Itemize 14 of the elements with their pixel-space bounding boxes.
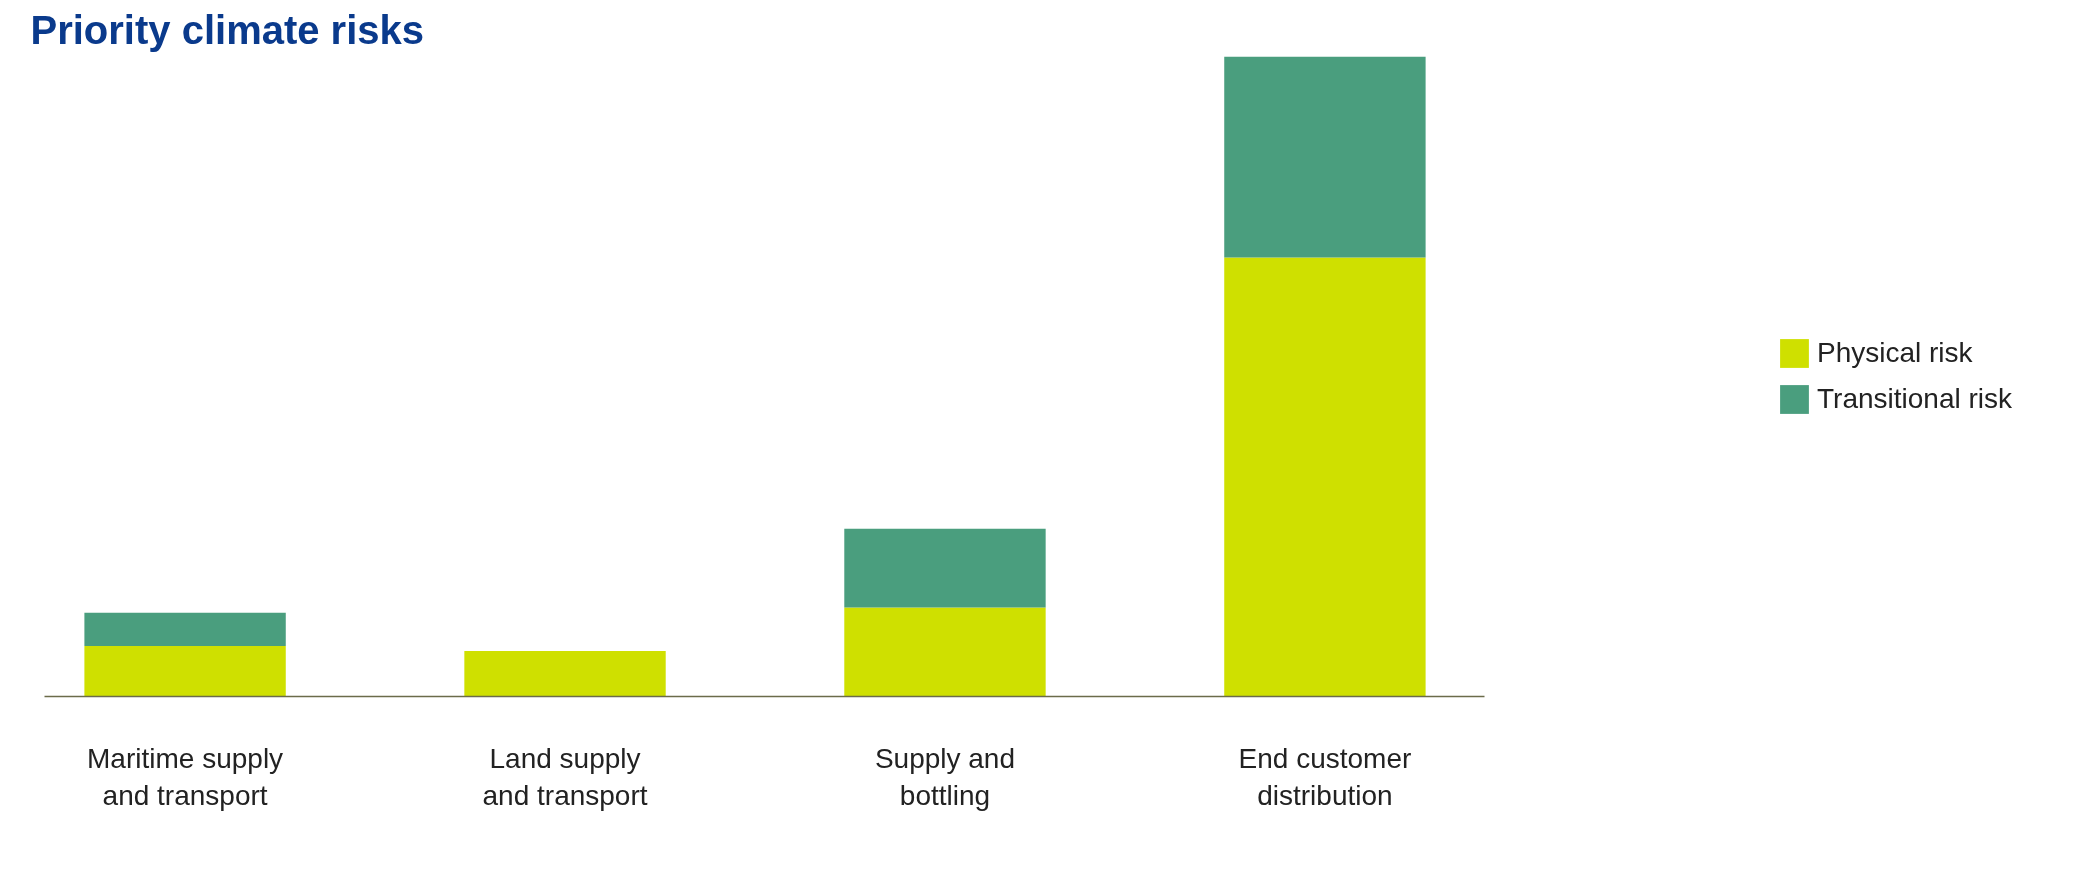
x-tick-label: Land supply and transport: [482, 742, 648, 811]
bar: [464, 651, 666, 697]
bar: [84, 612, 286, 646]
bar: [1224, 257, 1426, 697]
chart-title: Priority climate risks: [30, 7, 425, 52]
legend-label: Transitional risk: [1816, 383, 2013, 415]
bar: [844, 528, 1046, 608]
x-tick-label: Maritime supply and transport: [87, 742, 284, 811]
x-tick-label: Supply and bottling: [874, 742, 1016, 811]
bar: [84, 645, 286, 697]
x-tick-label: End customer distribution: [1238, 742, 1412, 811]
bar: [844, 607, 1046, 697]
bar: [1224, 56, 1426, 258]
legend-label: Physical risk: [1816, 337, 1973, 369]
